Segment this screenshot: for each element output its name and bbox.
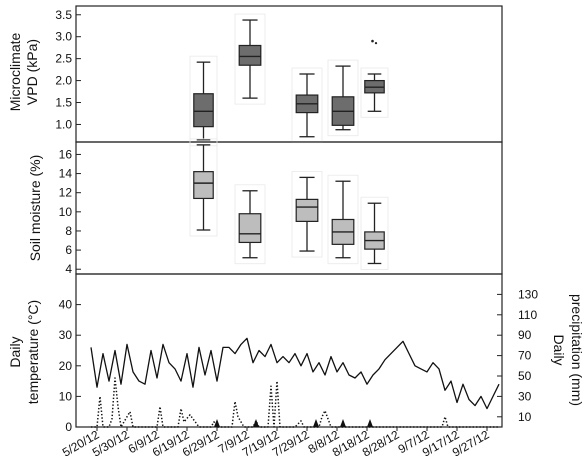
event-marker	[367, 419, 373, 427]
outlier-point	[374, 41, 378, 45]
box-plot-3	[295, 73, 319, 138]
temperature-tick-label: 0	[65, 420, 72, 434]
event-marker	[253, 419, 259, 427]
temperature-tick-label: 10	[59, 389, 73, 403]
soil-moisture-panel-frame	[75, 141, 503, 275]
box-window	[327, 59, 359, 137]
box-plot-4	[331, 65, 355, 131]
weather-panel-frame	[75, 273, 503, 428]
y-tick-label: 3.5	[55, 8, 72, 22]
y-tick-label: 12	[59, 186, 73, 200]
box-iqr	[193, 171, 214, 200]
event-marker	[214, 419, 220, 427]
box-window	[291, 67, 323, 144]
temperature-line	[90, 337, 500, 410]
temperature-tick-label: 30	[59, 328, 73, 342]
y-tick-label: 2.0	[55, 74, 72, 88]
soil-moisture-panel: 4 6 8 10 12 14 16	[59, 138, 503, 276]
y-tick-label: 1.5	[55, 96, 72, 110]
box-plot-5	[364, 39, 385, 112]
box-window	[327, 174, 359, 265]
box-iqr	[193, 93, 214, 128]
axis-title: Soil moisture (%)	[27, 155, 43, 262]
temperature-tick-label: 20	[59, 359, 73, 373]
vpd-panel-frame	[75, 5, 503, 143]
right-axis-title: Daily	[551, 334, 567, 365]
box-window	[189, 138, 218, 237]
axis-title: Microclimate	[7, 33, 23, 112]
y-tick-label: 2.5	[55, 52, 72, 66]
box-plot-4	[331, 180, 355, 259]
precipitation-tick-label: 10	[518, 410, 532, 424]
box-window	[360, 196, 389, 270]
y-tick-label: 4	[65, 262, 72, 276]
box-window	[234, 184, 266, 265]
precipitation-tick-label: 90	[518, 328, 532, 342]
box-plot-2	[238, 19, 262, 99]
precipitation-line	[91, 377, 499, 428]
precipitation-tick-label: 30	[518, 389, 532, 403]
y-tick-label: 6	[65, 243, 72, 257]
y-tick-label: 10	[59, 205, 73, 219]
box-window	[291, 170, 323, 258]
temperature-tick-label: 40	[59, 298, 73, 312]
outlier-point	[371, 39, 374, 43]
precipitation-tick-label: 130	[518, 287, 538, 301]
y-tick-label: 1.0	[55, 117, 72, 131]
box-window	[234, 13, 266, 105]
box-plot-5	[364, 202, 385, 265]
precipitation-tick-label: 110	[518, 308, 537, 322]
precipitation-tick-label: 50	[518, 369, 532, 383]
box-plot-2	[238, 190, 262, 259]
axis-title: temperature (°C)	[25, 300, 41, 404]
y-tick-label: 16	[59, 147, 73, 161]
precipitation-tick-label: 70	[518, 349, 532, 363]
y-tick-label: 14	[59, 167, 73, 181]
axis-title: VPD (kPa)	[24, 39, 40, 105]
box-plot-1	[193, 144, 214, 231]
box-iqr	[238, 213, 262, 244]
box-window	[360, 67, 389, 118]
box-iqr	[295, 198, 319, 222]
box-plot-1	[193, 61, 214, 141]
box-iqr	[238, 44, 262, 66]
y-tick-label: 8	[65, 224, 72, 238]
y-tick-label: 3.0	[55, 30, 72, 44]
axis-title: Daily	[7, 336, 23, 367]
vpd-panel: 1.0 1.5 2.0 2.5 3.0 3.5	[55, 5, 503, 147]
event-marker	[340, 419, 346, 427]
box-plot-3	[295, 176, 319, 252]
event-marker	[313, 419, 319, 427]
right-axis-title: precipitation (mm)	[569, 294, 585, 406]
